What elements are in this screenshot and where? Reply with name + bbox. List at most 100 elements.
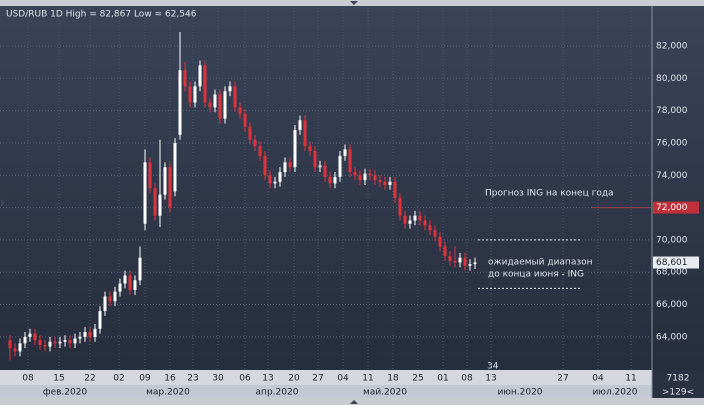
candle-body	[423, 220, 427, 226]
x-tick-label: 04	[337, 374, 349, 384]
candle-body	[188, 86, 192, 103]
info-box	[652, 370, 704, 398]
scroll-arrow[interactable]	[1, 199, 5, 207]
scroll-arrow[interactable]	[350, 1, 358, 5]
candle-body	[398, 197, 402, 216]
x-tick-label: 09	[139, 374, 151, 384]
x-month-label: июл.2020	[593, 388, 638, 398]
candle-body	[183, 70, 187, 87]
candle-body	[383, 181, 387, 185]
candle-body	[418, 215, 422, 221]
candle-body	[403, 215, 407, 224]
x-tick-label: 01	[437, 374, 448, 384]
candle-body	[203, 65, 207, 103]
candle-body	[53, 341, 57, 344]
candle-body	[253, 139, 257, 147]
forecast-price-label: 72,000	[656, 203, 688, 213]
candle-body	[163, 167, 167, 195]
y-tick-label: 74,000	[656, 171, 688, 181]
candle-body	[238, 107, 242, 114]
candle-body	[458, 257, 462, 263]
candle-body	[343, 149, 347, 156]
candle-body	[208, 102, 212, 108]
y-tick-label: 78,000	[656, 106, 688, 116]
candle-body	[323, 165, 327, 177]
candle-body	[108, 296, 112, 302]
x-tick-label: 08	[461, 374, 473, 384]
candle-body	[18, 343, 22, 352]
y-tick-label: 80,000	[656, 74, 688, 84]
candle-body	[98, 311, 102, 329]
month-axis-band	[0, 385, 652, 398]
x-tick-label: 13	[262, 374, 273, 384]
last-price-box	[653, 256, 699, 269]
candle-body	[303, 120, 307, 147]
range-text: ожидаемый диапазон	[488, 258, 593, 268]
x-month-label: май.2020	[363, 388, 407, 398]
candle-body	[113, 291, 117, 302]
candle-body	[283, 162, 287, 173]
plot-background	[0, 6, 704, 370]
candle-body	[393, 181, 397, 198]
candle-body	[348, 149, 352, 173]
x-month-label: фев.2020	[43, 388, 88, 398]
candle-body	[468, 264, 472, 266]
candle-body	[243, 113, 247, 127]
candle-body	[313, 151, 317, 168]
candle-body	[443, 246, 447, 257]
candle-body	[373, 175, 377, 181]
candle-body	[453, 260, 457, 263]
offset: >129<	[662, 388, 694, 398]
candle-body	[308, 146, 312, 152]
candle-body	[273, 181, 277, 184]
x-tick-label: 22	[84, 374, 95, 384]
candle-body	[58, 341, 62, 344]
candle-body	[318, 165, 322, 168]
candle-body	[248, 126, 252, 140]
candle-body	[268, 175, 272, 184]
candle-body	[448, 256, 452, 261]
candle-body	[88, 332, 92, 337]
candle-body	[38, 340, 42, 345]
x-tick-label: 20	[288, 374, 300, 384]
y-tick-label: 70,000	[656, 235, 688, 245]
candle-body	[28, 333, 32, 337]
candle-body	[168, 167, 172, 208]
candle-body	[228, 86, 232, 92]
scroll-arrow[interactable]	[350, 400, 358, 404]
x-tick-label: 23	[187, 374, 198, 384]
candle-body	[328, 176, 332, 184]
candle-body	[23, 336, 27, 344]
candle-body	[138, 257, 142, 281]
candle-body	[93, 328, 97, 337]
candle-body	[68, 340, 72, 344]
candle-body	[8, 340, 12, 349]
candle-body	[293, 130, 297, 168]
candle-body	[363, 173, 367, 181]
candle-body	[378, 180, 382, 182]
candle-body	[438, 236, 442, 247]
candle-body	[43, 344, 47, 347]
candle-body	[193, 86, 197, 103]
x-tick-label: 30	[212, 374, 224, 384]
candle-body	[33, 333, 37, 341]
candle-body	[358, 175, 362, 181]
x-tick-label: 25	[412, 374, 423, 384]
candle-body	[63, 340, 67, 342]
bar-count: 7182	[667, 374, 690, 384]
x-month-label: июн.2020	[497, 388, 542, 398]
candle-body	[118, 283, 122, 292]
x-tick-label: 04	[592, 374, 604, 384]
candle-body	[353, 172, 357, 176]
range-text: до конца июня - ING	[488, 270, 584, 280]
candle-body	[233, 86, 237, 108]
candle-body	[123, 275, 127, 284]
candle-body	[133, 280, 137, 291]
forecast-text: Прогноз ING на конец года	[485, 189, 614, 199]
candle-body	[408, 220, 412, 224]
candle-body	[158, 194, 162, 216]
candle-body	[413, 215, 417, 221]
forecast-price-box	[653, 201, 699, 214]
candle-body	[338, 155, 342, 177]
